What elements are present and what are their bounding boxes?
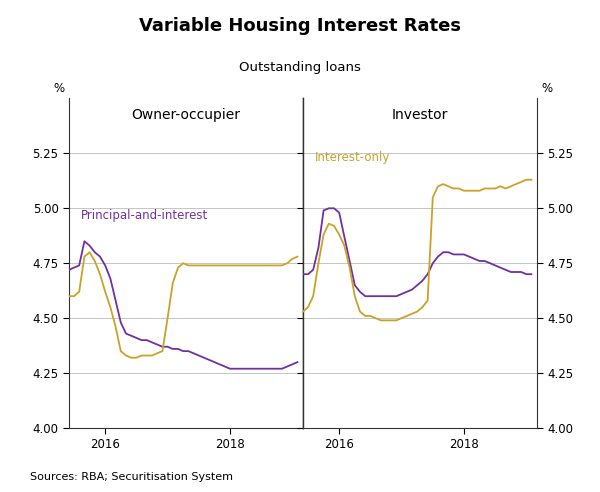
Text: %: %: [542, 82, 553, 95]
Text: Investor: Investor: [392, 108, 448, 123]
Text: Interest-only: Interest-only: [314, 152, 390, 164]
Text: Sources: RBA; Securitisation System: Sources: RBA; Securitisation System: [30, 472, 233, 482]
Text: Principal-and-interest: Principal-and-interest: [80, 209, 208, 222]
Text: %: %: [53, 82, 64, 95]
Text: Outstanding loans: Outstanding loans: [239, 62, 361, 74]
Text: Variable Housing Interest Rates: Variable Housing Interest Rates: [139, 17, 461, 35]
Text: Owner-occupier: Owner-occupier: [131, 108, 241, 123]
